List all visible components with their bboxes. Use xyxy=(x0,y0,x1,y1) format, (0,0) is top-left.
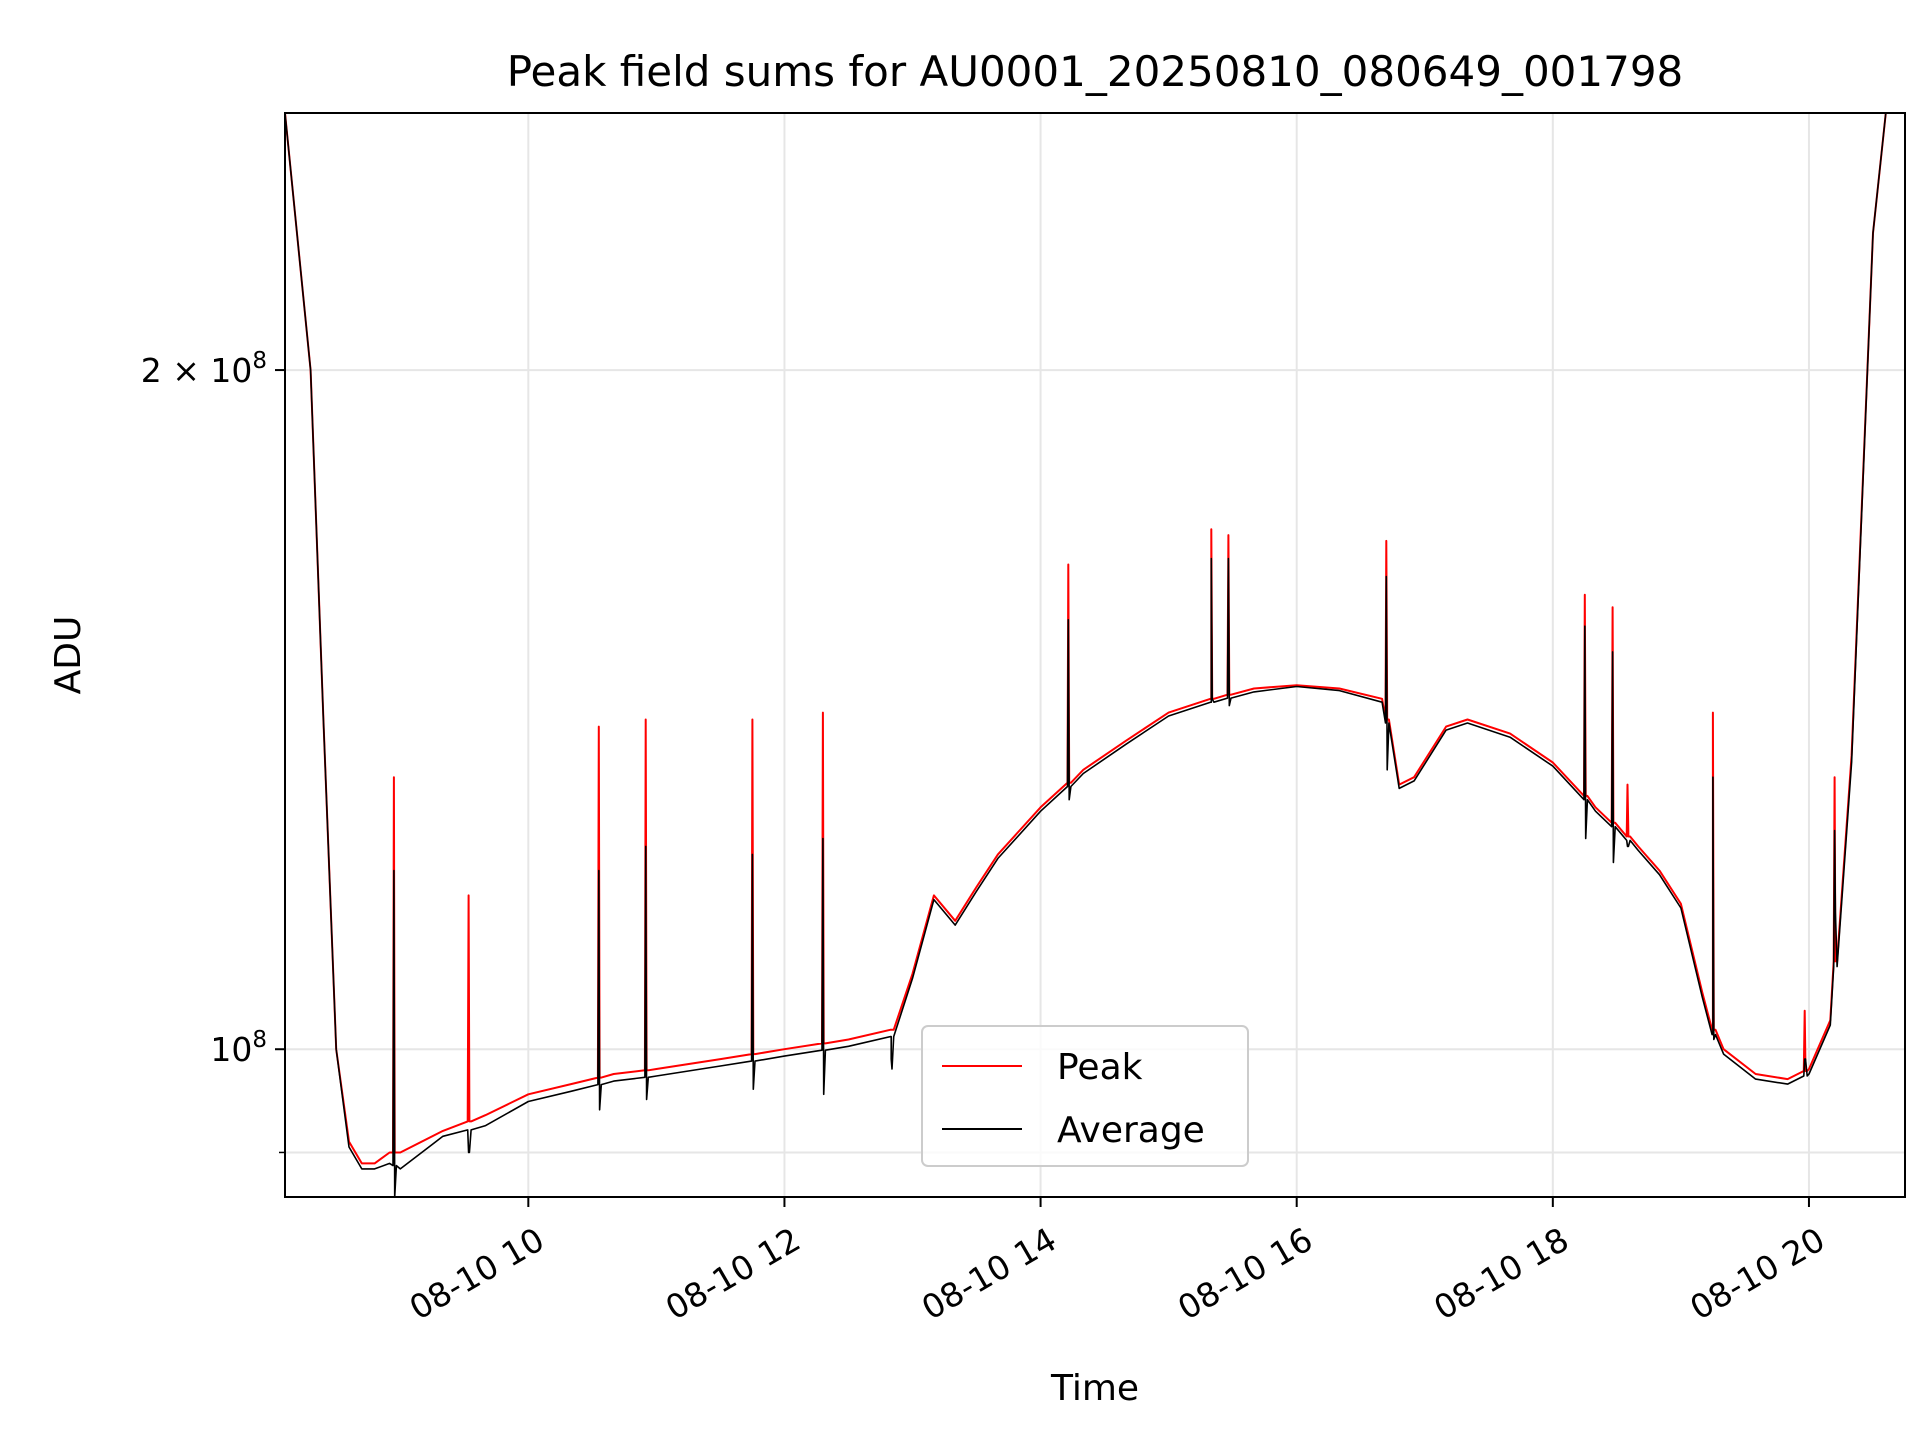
y-tick-label: 108 xyxy=(210,1027,267,1069)
y-tick-exponent: 8 xyxy=(252,1027,267,1053)
legend-box xyxy=(921,1025,1249,1167)
y-axis-label: ADU xyxy=(48,616,89,695)
x-axis-label: Time xyxy=(1050,1368,1139,1409)
y-tick-label: 2 × 108 xyxy=(141,348,267,390)
y-tick-base: 10 xyxy=(210,351,252,390)
series-group xyxy=(285,113,1905,1197)
chart-title: Peak field sums for AU0001_20250810_0806… xyxy=(507,47,1684,96)
series-line-average xyxy=(285,113,1905,1197)
legend-label-average: Average xyxy=(1057,1110,1205,1151)
y-tick-exponent: 8 xyxy=(252,348,267,374)
plot-frame xyxy=(284,112,1906,1198)
y-tick-base: 2 × xyxy=(141,351,211,390)
legend: Peak Average xyxy=(921,1025,1249,1167)
y-tick-base: 10 xyxy=(210,1030,252,1069)
legend-label-peak: Peak xyxy=(1057,1047,1143,1088)
lines-layer xyxy=(285,113,1905,1197)
